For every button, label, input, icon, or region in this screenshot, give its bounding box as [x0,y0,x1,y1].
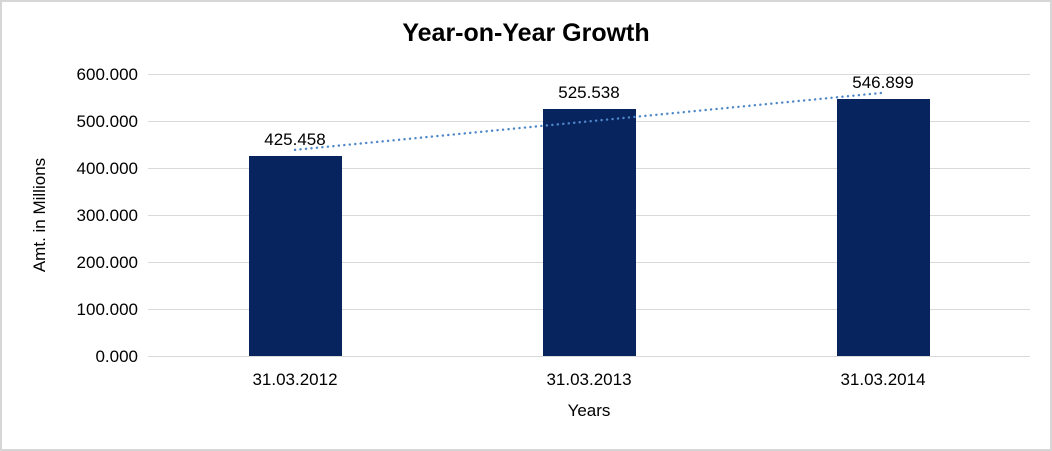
gridline [148,356,1030,357]
chart-title: Year-on-Year Growth [402,19,650,47]
bar [542,108,636,356]
data-label: 525.538 [558,82,620,102]
y-axis-title: Amt. in Millions [30,157,49,273]
y-tick-label: 400.000 [76,159,138,178]
x-tick-label: 31.03.2014 [840,370,926,389]
x-axis-title: Years [567,401,611,420]
x-tick-label: 31.03.2012 [252,370,338,389]
bar [248,156,342,356]
y-tick-label: 500.000 [76,112,138,131]
gridline [148,74,1030,75]
y-tick-label: 300.000 [76,206,138,225]
y-tick-label: 600.000 [76,65,138,84]
data-label: 425.458 [264,130,326,150]
y-tick-label: 100.000 [76,300,138,319]
x-tick-label: 31.03.2013 [546,370,632,389]
y-tick-label: 0.000 [95,347,138,366]
data-label: 546.899 [852,72,914,92]
bar [836,98,930,356]
y-tick-label: 200.000 [76,253,138,272]
